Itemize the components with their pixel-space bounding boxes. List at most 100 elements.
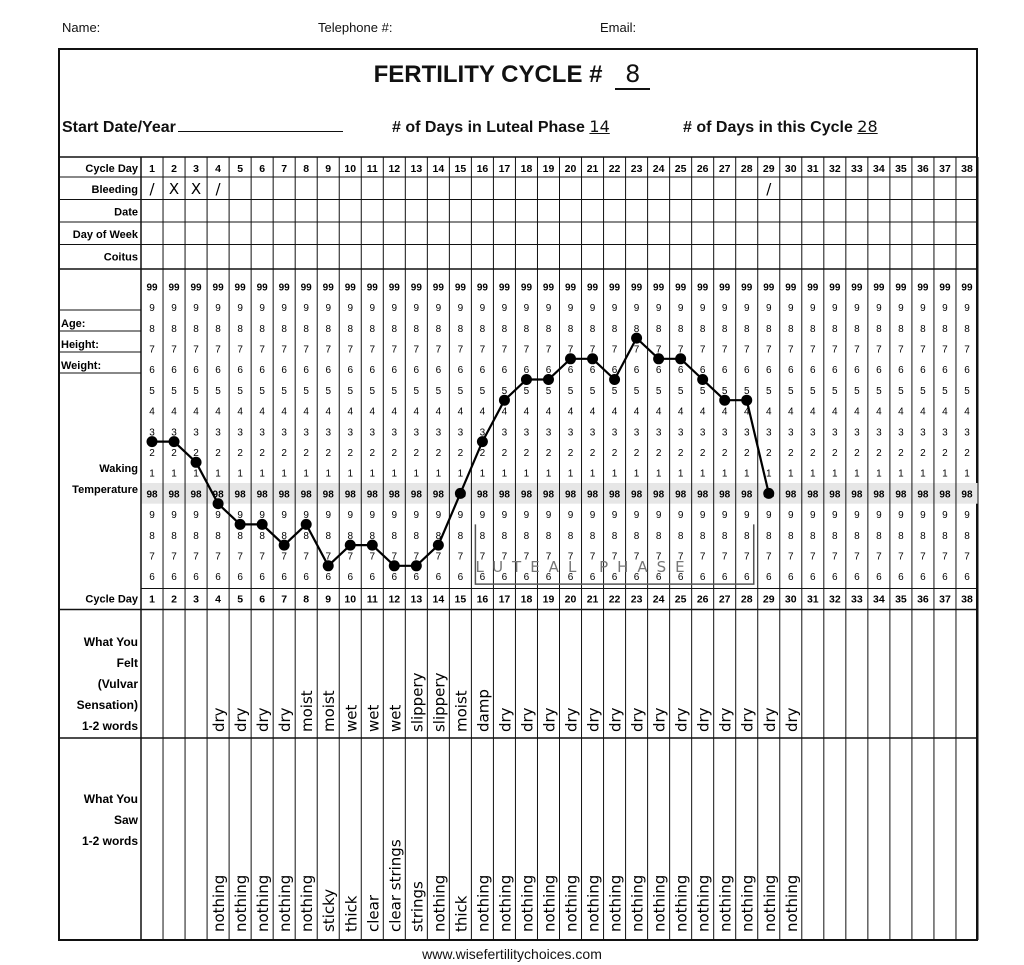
temp-scale-digit: 7 <box>546 344 552 355</box>
temp-scale-digit: 3 <box>876 427 882 438</box>
temp-scale-digit: 5 <box>788 386 794 397</box>
temp-scale-digit: 8 <box>590 531 596 542</box>
felt-entry: dry <box>695 707 713 732</box>
saw-entry: thick <box>452 895 470 932</box>
bleeding-mark: / <box>149 180 155 198</box>
start-date-blank <box>177 117 343 132</box>
temp-scale-digit: 2 <box>524 448 530 459</box>
temp-scale-digit: 99 <box>345 282 357 293</box>
day-number-bottom: 6 <box>259 594 265 606</box>
day-number: 1 <box>149 163 155 175</box>
telephone-label: Telephone #: <box>318 20 393 35</box>
temp-scale-digit: 3 <box>744 427 750 438</box>
temp-scale-digit: 98 <box>279 489 291 500</box>
temp-scale-digit: 8 <box>964 324 970 335</box>
temp-scale-digit: 1 <box>215 469 221 480</box>
day-number: 5 <box>237 163 243 175</box>
temp-scale-digit: 5 <box>303 386 309 397</box>
cycle-number: 8 <box>615 60 651 90</box>
temp-scale-digit: 7 <box>942 551 948 562</box>
row-label-bleeding: Bleeding <box>92 184 138 196</box>
temp-scale-digit: 3 <box>612 427 618 438</box>
temp-scale-digit: 8 <box>303 531 309 542</box>
temp-scale-digit: 9 <box>810 303 816 314</box>
felt-entry: dry <box>651 707 669 732</box>
page-title: FERTILITY CYCLE # 8 <box>0 60 1024 90</box>
temp-scale-digit: 2 <box>964 448 970 459</box>
temp-scale-digit: 3 <box>414 427 420 438</box>
temp-scale-digit: 9 <box>458 303 464 314</box>
temp-scale-digit: 4 <box>568 407 574 418</box>
temp-scale-digit: 1 <box>788 469 794 480</box>
temp-scale-digit: 6 <box>964 365 970 376</box>
temp-scale-digit: 98 <box>675 489 687 500</box>
temp-scale-digit: 4 <box>502 407 508 418</box>
temperature-point <box>344 539 356 551</box>
temp-scale-digit: 6 <box>634 572 640 583</box>
temp-scale-digit: 8 <box>369 324 375 335</box>
day-number-bottom: 38 <box>961 594 973 606</box>
day-number: 15 <box>455 163 467 175</box>
temp-scale-digit: 6 <box>171 365 177 376</box>
temp-scale-digit: 6 <box>546 365 552 376</box>
temp-scale-digit: 7 <box>700 551 706 562</box>
temp-scale-digit: 4 <box>876 407 882 418</box>
temp-scale-digit: 5 <box>722 386 728 397</box>
temp-scale-digit: 8 <box>634 531 640 542</box>
temp-scale-digit: 1 <box>524 469 530 480</box>
temp-scale-digit: 5 <box>215 386 221 397</box>
temp-scale-digit: 9 <box>656 510 662 521</box>
temp-scale-digit: 7 <box>303 551 309 562</box>
footer-url: www.wisefertilitychoices.com <box>422 946 602 962</box>
temp-scale-digit: 4 <box>854 407 860 418</box>
temp-scale-digit: 7 <box>876 344 882 355</box>
temp-scale-digit: 7 <box>215 344 221 355</box>
temp-scale-digit: 9 <box>215 510 221 521</box>
temp-scale-digit: 9 <box>920 510 926 521</box>
temp-scale-digit: 7 <box>766 344 772 355</box>
temp-scale-digit: 2 <box>656 448 662 459</box>
temp-scale-digit: 8 <box>854 324 860 335</box>
temp-scale-digit: 99 <box>939 282 951 293</box>
temp-scale-digit: 3 <box>590 427 596 438</box>
temp-scale-digit: 99 <box>543 282 555 293</box>
temp-scale-digit: 9 <box>524 303 530 314</box>
temp-scale-digit: 9 <box>876 303 882 314</box>
temp-scale-digit: 2 <box>678 448 684 459</box>
temp-scale-digit: 1 <box>634 469 640 480</box>
temp-scale-digit: 5 <box>259 386 265 397</box>
temp-scale-digit: 98 <box>741 489 753 500</box>
temp-scale-digit: 9 <box>898 510 904 521</box>
temp-scale-digit: 1 <box>392 469 398 480</box>
temp-scale-digit: 9 <box>171 303 177 314</box>
temp-scale-digit: 7 <box>942 344 948 355</box>
bleeding-mark: / <box>216 180 222 198</box>
temp-scale-digit: 5 <box>325 386 331 397</box>
temp-scale-digit: 9 <box>480 303 486 314</box>
temp-scale-digit: 6 <box>942 365 948 376</box>
day-number-bottom: 10 <box>344 594 356 606</box>
day-number: 24 <box>653 163 665 175</box>
temp-scale-digit: 5 <box>480 386 486 397</box>
temp-scale-digit: 2 <box>744 448 750 459</box>
temp-scale-digit: 99 <box>477 282 489 293</box>
temp-scale-digit: 2 <box>392 448 398 459</box>
temp-scale-digit: 1 <box>281 469 287 480</box>
temp-scale-digit: 7 <box>832 344 838 355</box>
felt-entry: wet <box>364 705 382 732</box>
temp-scale-digit: 2 <box>149 448 155 459</box>
temp-scale-digit: 8 <box>392 531 398 542</box>
temp-scale-digit: 6 <box>744 365 750 376</box>
saw-entry: thick <box>342 895 360 932</box>
temp-scale-digit: 8 <box>259 531 265 542</box>
temp-scale-digit: 2 <box>832 448 838 459</box>
temp-scale-digit: 7 <box>502 344 508 355</box>
temp-scale-digit: 5 <box>392 386 398 397</box>
saw-entry: nothing <box>254 875 272 932</box>
temp-scale-digit: 99 <box>433 282 445 293</box>
temp-scale-digit: 9 <box>612 510 618 521</box>
temp-scale-digit: 7 <box>656 551 662 562</box>
temp-scale-digit: 9 <box>303 303 309 314</box>
day-number-bottom: 22 <box>609 594 621 606</box>
temp-scale-digit: 7 <box>810 551 816 562</box>
